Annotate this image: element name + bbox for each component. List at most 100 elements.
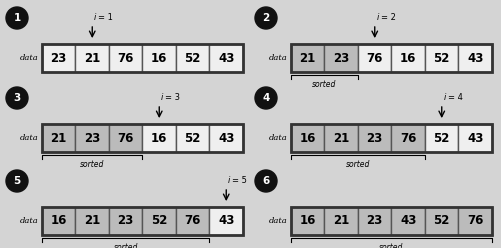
Text: sorted: sorted [80, 160, 104, 169]
Text: 76: 76 [466, 215, 482, 227]
Bar [357, 124, 391, 152]
Text: $i$: $i$ [442, 91, 446, 102]
Text: 21: 21 [84, 215, 100, 227]
Bar [209, 207, 242, 235]
Text: 16: 16 [399, 52, 416, 64]
Bar [291, 44, 491, 72]
Bar [42, 207, 75, 235]
Text: 43: 43 [217, 52, 234, 64]
Bar [42, 44, 242, 72]
Bar [391, 44, 424, 72]
Text: 76: 76 [366, 52, 382, 64]
Bar [291, 207, 324, 235]
Text: 16: 16 [151, 131, 167, 145]
Circle shape [6, 170, 28, 192]
Circle shape [6, 7, 28, 29]
Bar [176, 124, 209, 152]
Text: = 5: = 5 [232, 176, 246, 185]
Bar [424, 207, 457, 235]
Bar [142, 207, 176, 235]
Bar [109, 207, 142, 235]
Text: 23: 23 [84, 131, 100, 145]
Text: 2: 2 [262, 13, 269, 23]
Text: 21: 21 [333, 215, 349, 227]
Bar [42, 207, 242, 235]
Bar [457, 207, 491, 235]
Text: = 1: = 1 [98, 13, 113, 22]
Bar [209, 124, 242, 152]
Bar [357, 207, 391, 235]
Text: 16: 16 [299, 131, 315, 145]
Bar [291, 44, 324, 72]
Circle shape [6, 87, 28, 109]
Text: 76: 76 [117, 52, 134, 64]
Text: sorted: sorted [113, 243, 138, 248]
Text: = 4: = 4 [447, 93, 462, 102]
Text: = 2: = 2 [380, 13, 395, 22]
Text: sorted: sorted [312, 80, 336, 89]
Text: 23: 23 [366, 215, 382, 227]
Text: 43: 43 [466, 52, 482, 64]
Text: data: data [269, 54, 288, 62]
Text: data: data [269, 134, 288, 142]
Bar [209, 44, 242, 72]
Bar [291, 207, 491, 235]
Circle shape [255, 170, 277, 192]
Text: 52: 52 [433, 215, 449, 227]
Text: 16: 16 [299, 215, 315, 227]
Text: 1: 1 [14, 13, 21, 23]
Bar [324, 207, 357, 235]
Bar [391, 207, 424, 235]
Text: = 3: = 3 [165, 93, 180, 102]
Text: sorted: sorted [345, 160, 369, 169]
Text: 6: 6 [262, 176, 269, 186]
Text: 21: 21 [84, 52, 100, 64]
Text: sorted: sorted [379, 243, 403, 248]
Bar [424, 124, 457, 152]
Text: data: data [20, 134, 39, 142]
Text: 23: 23 [366, 131, 382, 145]
Bar [291, 124, 324, 152]
Text: 23: 23 [117, 215, 134, 227]
Text: 43: 43 [217, 131, 234, 145]
Bar [109, 124, 142, 152]
Bar [324, 124, 357, 152]
Bar [75, 124, 109, 152]
Text: 21: 21 [299, 52, 315, 64]
Text: 21: 21 [333, 131, 349, 145]
Text: 23: 23 [333, 52, 349, 64]
Text: 76: 76 [399, 131, 416, 145]
Bar [324, 44, 357, 72]
Bar [457, 124, 491, 152]
Bar [75, 207, 109, 235]
Text: data: data [20, 54, 39, 62]
Text: 52: 52 [184, 131, 200, 145]
Text: 5: 5 [14, 176, 21, 186]
Text: 52: 52 [151, 215, 167, 227]
Text: 43: 43 [399, 215, 416, 227]
Text: $i$: $i$ [160, 91, 164, 102]
Bar [142, 44, 176, 72]
Text: data: data [269, 217, 288, 225]
Text: $i$: $i$ [375, 11, 379, 22]
Bar [42, 124, 242, 152]
Text: 21: 21 [51, 131, 67, 145]
Bar [291, 124, 491, 152]
Text: $i$: $i$ [227, 174, 231, 185]
Bar [176, 44, 209, 72]
Bar [391, 124, 424, 152]
Text: 43: 43 [217, 215, 234, 227]
Text: 76: 76 [184, 215, 200, 227]
Bar [424, 44, 457, 72]
Text: 52: 52 [433, 52, 449, 64]
Bar [75, 44, 109, 72]
Circle shape [255, 87, 277, 109]
Text: data: data [20, 217, 39, 225]
Text: 43: 43 [466, 131, 482, 145]
Bar [109, 44, 142, 72]
Bar [42, 124, 75, 152]
Text: 3: 3 [14, 93, 21, 103]
Text: 52: 52 [184, 52, 200, 64]
Text: 4: 4 [262, 93, 269, 103]
Text: 16: 16 [51, 215, 67, 227]
